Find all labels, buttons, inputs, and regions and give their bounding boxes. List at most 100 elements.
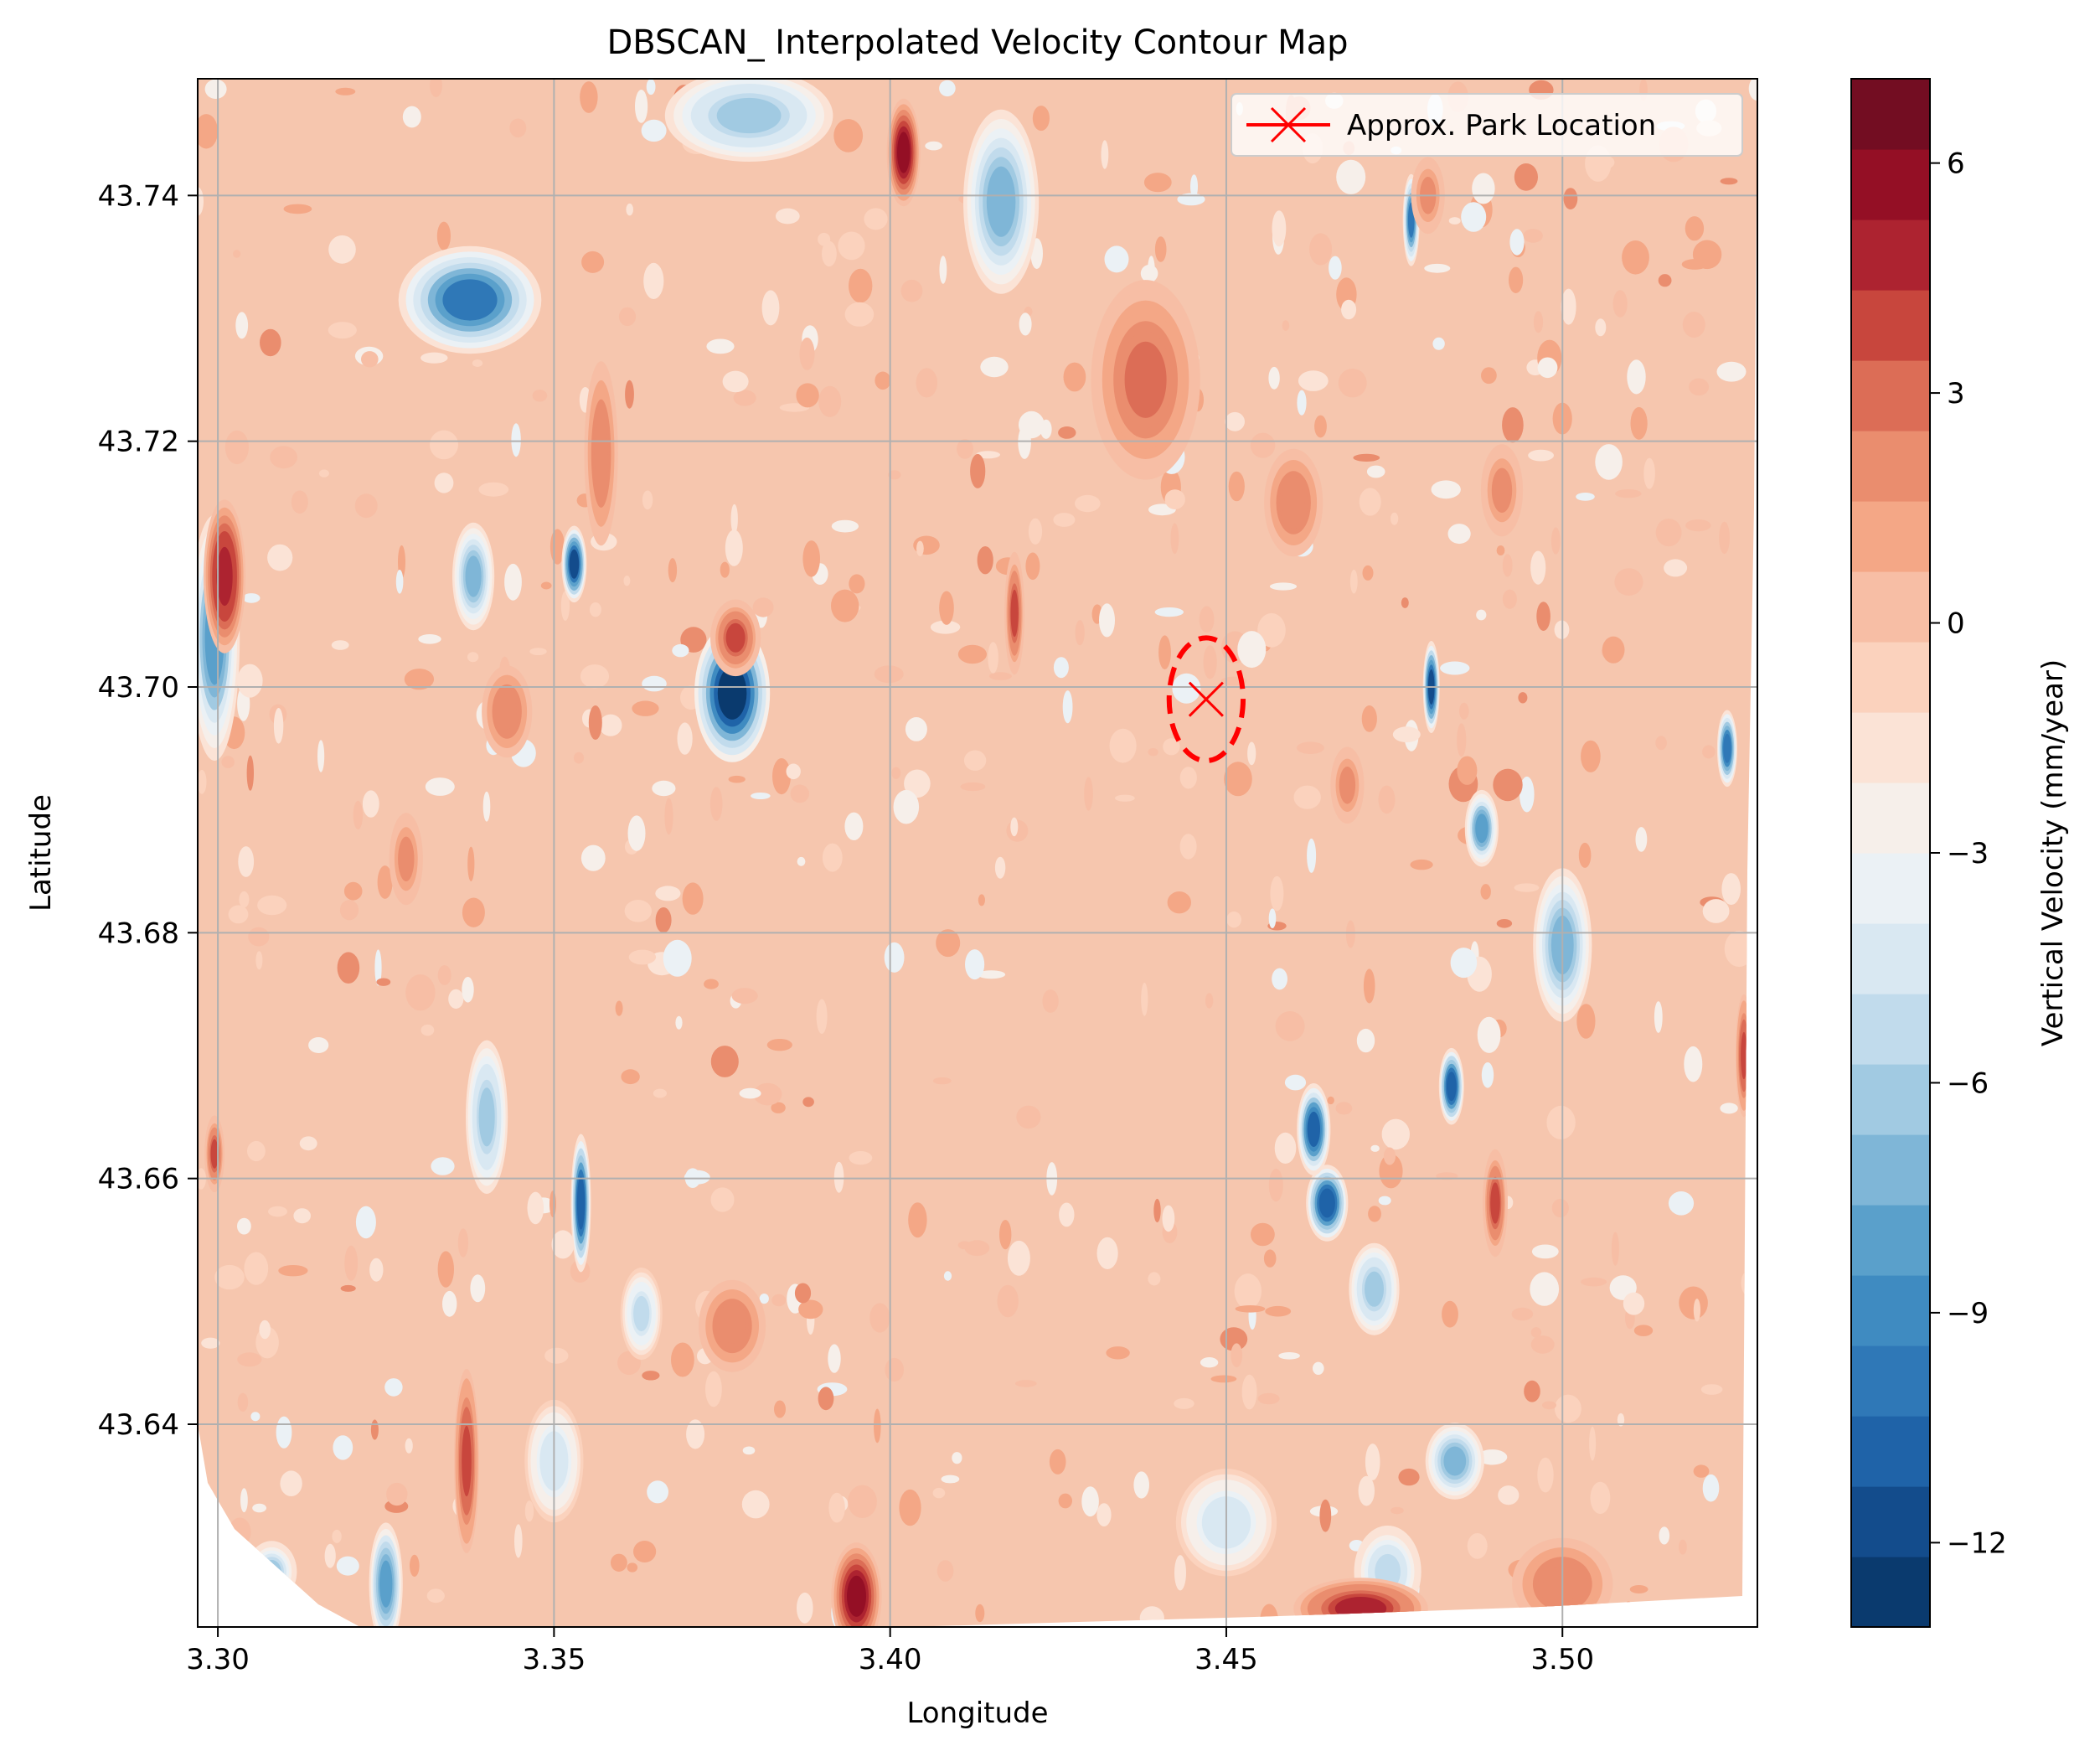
field-speckle (337, 952, 360, 984)
colorbar-band (1851, 360, 1930, 431)
velocity-blob (1297, 1083, 1331, 1175)
field-speckle (1370, 1144, 1380, 1152)
field-speckle (467, 652, 479, 663)
velocity-field (198, 79, 1757, 1627)
field-speckle (560, 591, 570, 621)
colorbar-band (1851, 853, 1930, 924)
field-speckle (925, 141, 942, 151)
field-speckle (1536, 602, 1550, 631)
blob-contour-level (1447, 1072, 1457, 1102)
field-speckle (633, 1541, 657, 1562)
field-speckle (885, 1357, 904, 1382)
field-speckle (214, 1264, 245, 1290)
blob-contour-level (1475, 813, 1489, 844)
field-speckle (1401, 597, 1409, 608)
velocity-blob (584, 361, 618, 546)
field-speckle (1514, 163, 1538, 191)
field-speckle (1550, 527, 1561, 555)
field-speckle (1084, 777, 1093, 811)
field-speckle (448, 989, 464, 1009)
field-speckle (1032, 106, 1050, 132)
field-speckle (999, 1220, 1012, 1250)
field-speckle (376, 978, 391, 986)
field-speckle (237, 1392, 249, 1413)
field-speckle (1589, 1426, 1597, 1461)
field-speckle (751, 793, 771, 799)
field-speckle (426, 1588, 445, 1604)
field-speckle (233, 250, 241, 258)
blob-contour-level (1494, 473, 1510, 509)
field-speckle (632, 700, 659, 716)
field-speckle (1530, 1327, 1542, 1338)
field-speckle (965, 949, 985, 980)
blob-contour-level (1741, 1031, 1747, 1080)
field-speckle (675, 1015, 683, 1030)
blob-contour-level (847, 1575, 866, 1617)
colorbar-label: Vertical Velocity (mm/year) (2036, 659, 2070, 1046)
field-speckle (1203, 645, 1217, 679)
blob-contour-level (633, 1295, 650, 1332)
field-speckle (900, 279, 923, 302)
velocity-blob (204, 1115, 225, 1193)
field-speckle (328, 235, 356, 264)
field-speckle (1356, 1028, 1375, 1053)
field-speckle (1349, 569, 1358, 594)
blob-contour-level (569, 549, 580, 579)
field-speckle (1615, 489, 1642, 498)
field-speckle (1154, 607, 1184, 617)
field-speckle (680, 627, 707, 653)
field-speckle (1502, 554, 1513, 577)
colorbar-band (1851, 923, 1930, 994)
field-speckle (343, 881, 363, 901)
field-speckle (514, 1524, 523, 1558)
field-speckle (1679, 1539, 1687, 1555)
field-speckle (228, 905, 249, 924)
field-speckle (1530, 550, 1546, 585)
field-speckle (478, 482, 509, 497)
field-speckle (916, 368, 938, 398)
field-speckle (936, 929, 961, 958)
field-speckle (1576, 493, 1595, 501)
field-speckle (1293, 785, 1321, 809)
field-speckle (957, 1241, 972, 1250)
field-speckle (1461, 202, 1487, 232)
field-speckle (1319, 1499, 1332, 1532)
field-speckle (725, 529, 743, 566)
field-speckle (627, 815, 646, 851)
colorbar-band (1851, 1275, 1930, 1346)
field-speckle (1314, 1614, 1339, 1627)
field-speckle (798, 1299, 823, 1320)
field-speckle (384, 1378, 403, 1397)
field-speckle (1622, 240, 1649, 275)
field-speckle (404, 669, 435, 690)
field-speckle (833, 119, 864, 152)
field-speckle (978, 894, 985, 906)
field-speckle (1014, 1380, 1037, 1387)
field-speckle (1210, 1375, 1237, 1383)
velocity-blob (369, 1522, 403, 1627)
velocity-blob (710, 599, 761, 677)
field-speckle (1502, 407, 1524, 443)
field-speckle (976, 451, 1000, 459)
field-speckle (977, 970, 1006, 979)
field-speckle (599, 714, 622, 736)
field-speckle (317, 740, 325, 772)
field-speckle (509, 118, 527, 138)
field-speckle (705, 1371, 722, 1407)
blob-contour-level (1365, 1271, 1384, 1307)
colorbar-band (1851, 149, 1930, 220)
field-speckle (952, 1452, 962, 1464)
field-speckle (280, 1470, 302, 1496)
field-speckle (1278, 1352, 1300, 1360)
legend: Approx. Park Location (1231, 93, 1743, 157)
field-speckle (237, 1217, 251, 1235)
colorbar-band (1851, 1345, 1930, 1417)
field-speckle (1010, 817, 1019, 837)
field-speckle (752, 597, 774, 617)
colorbar-tick-label: 0 (1947, 607, 1965, 641)
field-speckle (790, 784, 809, 803)
field-speckle (1096, 1237, 1118, 1269)
field-speckle (643, 262, 664, 299)
field-speckle (1225, 411, 1245, 431)
field-speckle (1270, 875, 1284, 912)
